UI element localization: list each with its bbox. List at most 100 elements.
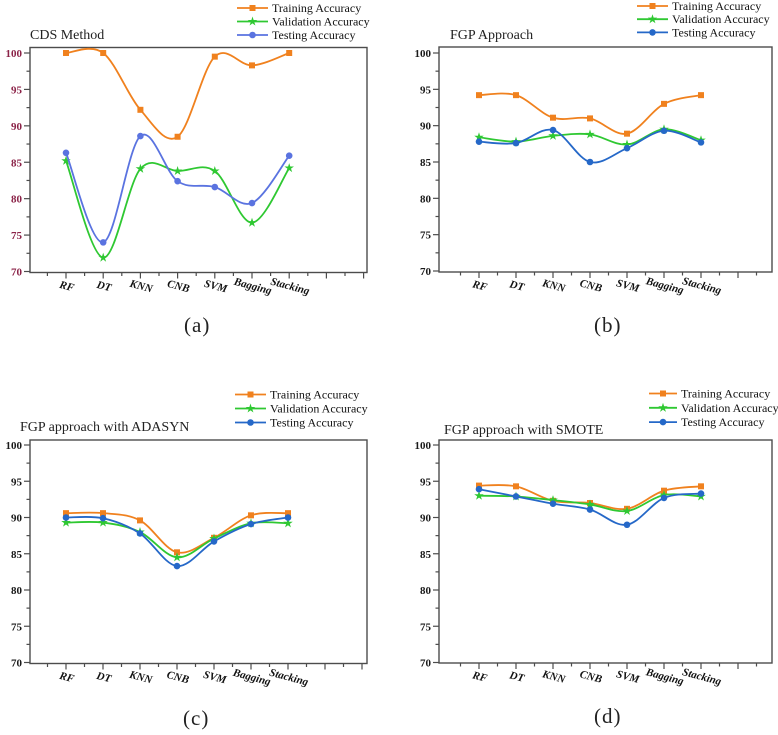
x-category-label: SVM <box>615 277 642 295</box>
y-axis: 70 75 80 85 90 95 100 <box>415 440 439 670</box>
legend-marker-square <box>649 3 656 9</box>
marker-training-accuracy <box>63 50 69 56</box>
legend-item-training-accuracy: Training Accuracy <box>237 1 361 15</box>
marker-validation-accuracy <box>210 165 220 176</box>
legend-marker-square <box>660 390 666 397</box>
series-markers-training-accuracy <box>476 92 704 137</box>
legend-marker-star <box>647 14 658 24</box>
x-category-label: SVM <box>202 669 229 687</box>
marker-validation-accuracy <box>172 552 182 562</box>
y-tick-label: 100 <box>415 48 432 60</box>
marker-training-accuracy <box>513 92 519 99</box>
series-markers-testing-accuracy <box>475 485 705 529</box>
legend-label: Validation Accuracy <box>672 12 770 26</box>
panel-caption-a: (a) <box>184 313 211 337</box>
marker-testing-accuracy <box>99 514 107 522</box>
marker-training-accuracy <box>249 62 255 69</box>
x-category-label: CNB <box>578 277 603 294</box>
marker-training-accuracy <box>137 517 143 524</box>
y-tick-label: 85 <box>11 549 23 561</box>
marker-testing-accuracy <box>586 506 594 513</box>
marker-testing-accuracy <box>697 139 705 146</box>
legend-marker-circle <box>247 419 254 426</box>
plot-area <box>438 46 773 273</box>
marker-training-accuracy <box>137 106 144 113</box>
x-category-label: Stacking <box>681 666 723 688</box>
panel-caption-d: (d) <box>594 704 622 728</box>
y-tick-label: 75 <box>420 621 432 633</box>
x-category-label: KNN <box>540 668 568 686</box>
line-chart-fgp-approach: FGP Approach 70 75 80 85 90 95 100 RF DT KNN CNB SVM… <box>415 0 773 297</box>
marker-training-accuracy <box>100 510 106 517</box>
x-category-label: CNB <box>578 668 603 685</box>
marker-training-accuracy <box>476 92 482 99</box>
x-category-label: KNN <box>540 277 568 295</box>
marker-validation-accuracy <box>622 505 632 516</box>
marker-training-accuracy <box>174 133 181 140</box>
marker-training-accuracy <box>698 92 704 99</box>
series-line-training-accuracy <box>65 47 291 140</box>
x-axis <box>46 272 365 279</box>
marker-testing-accuracy <box>512 493 520 500</box>
chart-title: FGP Approach <box>450 28 533 43</box>
x-category-label: SVM <box>615 668 642 686</box>
series-markers-validation-accuracy <box>61 155 294 262</box>
series-line-training-accuracy <box>65 511 289 554</box>
panel-caption-c: (c) <box>183 706 210 730</box>
y-axis: 70 75 80 85 90 95 100 <box>6 48 30 279</box>
legend-marker-square <box>247 391 254 398</box>
y-tick-label: 90 <box>420 513 432 525</box>
marker-testing-accuracy <box>623 144 631 152</box>
y-tick-label: 95 <box>11 84 23 96</box>
x-category-label: Stacking <box>269 276 311 298</box>
legend-label: Testing Accuracy <box>681 415 764 429</box>
legend-label: Validation Accuracy <box>270 402 368 416</box>
legend-label: Training Accuracy <box>270 388 359 402</box>
y-tick-label: 80 <box>11 585 23 597</box>
x-axis <box>459 272 758 278</box>
marker-testing-accuracy <box>697 490 705 497</box>
x-category-label: DT <box>507 278 526 294</box>
legend-marker-square <box>249 5 256 11</box>
marker-validation-accuracy <box>659 490 669 500</box>
x-category-label: RF <box>57 670 76 686</box>
x-category-label: SVM <box>203 278 230 296</box>
legend-marker-star <box>658 402 668 412</box>
marker-validation-accuracy <box>284 163 294 173</box>
marker-validation-accuracy <box>98 517 108 527</box>
x-axis <box>46 663 363 670</box>
marker-validation-accuracy <box>61 155 71 165</box>
y-tick-label: 80 <box>420 585 432 597</box>
legend-item-testing-accuracy: Testing Accuracy <box>637 25 755 39</box>
y-tick-label: 75 <box>11 230 23 242</box>
y-tick-label: 90 <box>11 513 23 525</box>
y-tick-label: 75 <box>11 621 23 633</box>
y-tick-label: 100 <box>6 440 23 452</box>
y-axis: 70 75 80 85 90 95 100 <box>6 440 30 670</box>
legend-item-validation-accuracy: Validation Accuracy <box>235 402 368 416</box>
x-category-label: RF <box>57 279 76 295</box>
marker-training-accuracy <box>661 100 667 107</box>
x-category-label: Stacking <box>268 667 310 689</box>
marker-validation-accuracy <box>209 533 219 543</box>
marker-training-accuracy <box>550 114 556 121</box>
marker-validation-accuracy <box>98 252 108 262</box>
legend-label: Validation Accuracy <box>272 15 370 29</box>
marker-training-accuracy <box>624 130 630 137</box>
marker-validation-accuracy <box>61 517 71 527</box>
x-category-label: CNB <box>166 278 191 295</box>
legend-label: Testing Accuracy <box>672 25 755 39</box>
marker-training-accuracy <box>63 510 69 517</box>
y-tick-label: 90 <box>420 121 432 133</box>
panel-caption-b: (b) <box>594 313 622 337</box>
legend-item-validation-accuracy: Validation Accuracy <box>637 12 770 26</box>
series-line-validation-accuracy <box>65 159 291 259</box>
y-tick-label: 95 <box>420 476 432 488</box>
legend-item-training-accuracy: Training Accuracy <box>649 387 770 401</box>
chart-title: CDS Method <box>30 28 104 43</box>
y-tick-label: 80 <box>420 193 432 205</box>
series-markers-testing-accuracy <box>62 132 293 246</box>
